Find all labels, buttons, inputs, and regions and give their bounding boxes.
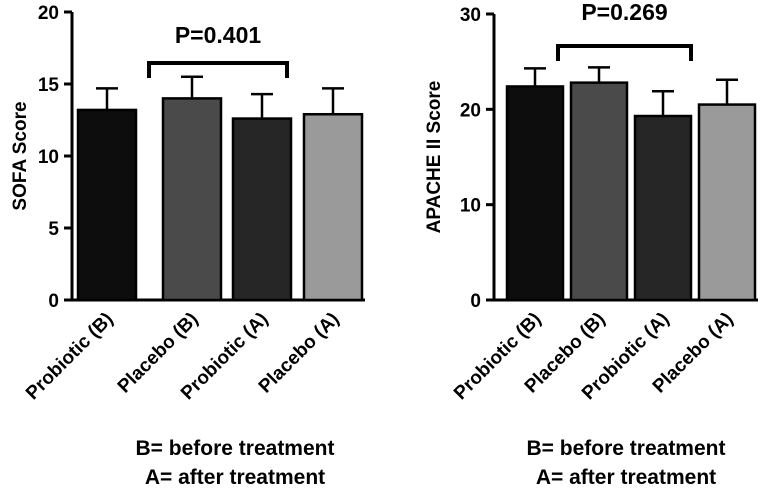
y-tick-label-1-0: 0: [48, 291, 59, 312]
category-label-1-1: Probiotic (B): [22, 309, 117, 404]
y-tick-label-2-1: 10: [460, 196, 481, 217]
bar-1-3: [231, 117, 293, 302]
significance-bracket-2: [556, 44, 693, 61]
p-value-label-2: P=0.269: [581, 0, 667, 25]
legend-note-before-1: B= before treatment: [136, 437, 335, 460]
bar-1-1: [76, 108, 138, 302]
y-axis-title-1: SOFA Score: [10, 101, 31, 210]
bar-2-3: [633, 114, 693, 302]
legend-note-after-1: A= after treatment: [145, 466, 325, 489]
legend-note-before-2: B= before treatment: [527, 437, 726, 460]
bar-1-4: [302, 112, 364, 302]
y-axis-title-2: APACHE II Score: [424, 81, 445, 234]
y-tick-label-2-3: 30: [460, 5, 481, 26]
y-tick-label-1-2: 10: [38, 147, 59, 168]
y-tick-label-1-3: 15: [38, 75, 60, 96]
p-value-label-1: P=0.401: [175, 22, 262, 48]
y-tick-label-1-4: 20: [38, 3, 59, 24]
y-tick-label-2-2: 20: [460, 100, 481, 121]
bar-2-2: [569, 81, 629, 302]
bar-2-4: [697, 103, 757, 302]
legend-note-after-2: A= after treatment: [536, 466, 716, 489]
y-tick-label-2-0: 0: [470, 291, 481, 312]
significance-bracket-1: [147, 61, 289, 78]
bar-2-1: [505, 85, 565, 302]
bar-1-2: [161, 97, 223, 302]
y-tick-label-1-1: 5: [48, 219, 59, 240]
